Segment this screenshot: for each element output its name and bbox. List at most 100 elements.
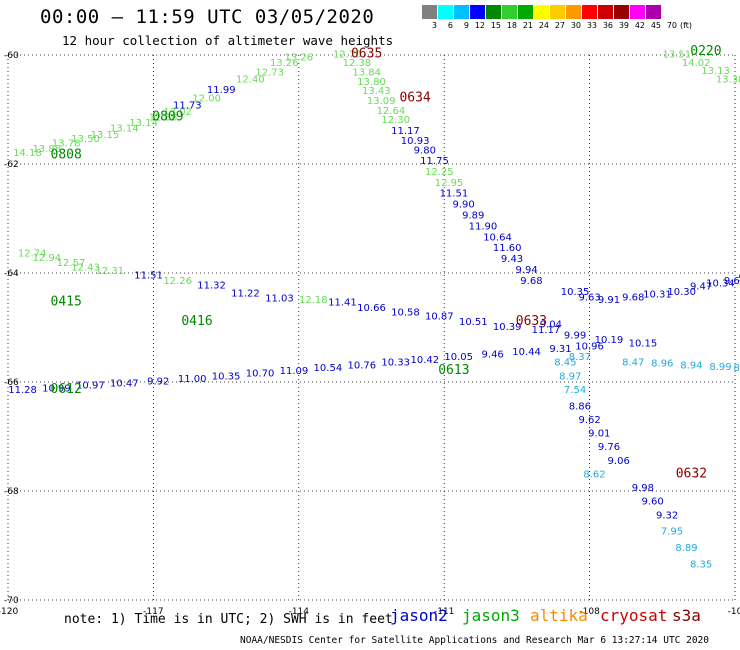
- data-point-label: 8.86: [569, 401, 591, 412]
- data-point-label: 10.54: [314, 363, 343, 374]
- data-point-label: 12.38: [343, 58, 372, 69]
- legend-item: cryosat: [600, 606, 668, 625]
- data-point-label: 8.35: [690, 559, 712, 570]
- legend-item: jason3: [462, 606, 520, 625]
- data-point-label: 9.31: [549, 344, 571, 355]
- data-point-label: 11.60: [493, 243, 522, 254]
- data-point-label: 13.43: [362, 86, 391, 97]
- color-swatch: [470, 5, 486, 19]
- data-point-label: 12.26: [163, 276, 192, 287]
- data-point-label: 9.76: [598, 442, 620, 453]
- data-point-label: 8.62: [583, 469, 605, 480]
- data-point-label: 7.54: [564, 385, 586, 396]
- color-scale-label: (ft): [680, 21, 693, 30]
- color-swatch: [518, 5, 534, 19]
- data-point-label: 10.87: [425, 311, 454, 322]
- data-point-label: 12.70: [333, 50, 362, 61]
- color-swatch: [454, 5, 470, 19]
- data-point-label: 11.32: [197, 280, 226, 291]
- y-tick-label: -70: [4, 596, 19, 606]
- legend-item: jason2: [390, 606, 448, 625]
- color-scale-label: 12: [474, 21, 485, 30]
- y-tick-label: -68: [4, 487, 19, 497]
- color-swatch: [534, 5, 550, 19]
- data-point-label: 12.40: [236, 74, 265, 85]
- pass-time-label: 0416: [181, 314, 212, 329]
- data-point-label: 14.02: [682, 58, 711, 69]
- color-scale-label: 45: [650, 21, 661, 30]
- y-tick-label: -66: [4, 378, 19, 388]
- data-point-label: 12.31: [95, 266, 124, 277]
- data-point-label: 13.51: [663, 50, 692, 61]
- legend-item: s3a: [672, 606, 701, 625]
- data-point-label: 9.60: [641, 497, 663, 508]
- x-tick-label: -120: [0, 607, 18, 617]
- data-point-label: 9.04: [540, 320, 562, 331]
- color-swatch: [598, 5, 614, 19]
- data-point-label: 13.13: [701, 66, 730, 77]
- data-point-label: 11.28: [8, 385, 37, 396]
- color-swatch: [566, 5, 582, 19]
- color-swatch: [422, 5, 438, 19]
- data-point-label: 9.90: [452, 200, 474, 211]
- legend-item: altika: [530, 606, 588, 625]
- pass-time-label: 0635: [351, 47, 382, 62]
- data-point-label: 9.91: [598, 295, 620, 306]
- data-point-label: 10.99: [42, 383, 71, 394]
- data-point-label: 9.43: [501, 254, 523, 265]
- color-swatch: [662, 5, 678, 19]
- data-point-label: 9.62: [578, 415, 600, 426]
- axes: -120 -117 -114 -111 -108 -10 -60 -62 -64 -66 -68 -7…: [0, 51, 740, 617]
- data-point-label: 10.47: [110, 378, 139, 389]
- pass-time-label: 0415: [51, 295, 82, 310]
- data-point-label: 13.78: [52, 139, 81, 150]
- data-point-label: 10.33: [381, 358, 410, 369]
- color-scale-label: 3: [431, 21, 437, 30]
- data-point-label: 13.15: [91, 130, 120, 141]
- color-swatch: [502, 5, 518, 19]
- data-point-label: 10.15: [629, 339, 658, 350]
- data-point-label: 11.75: [420, 156, 449, 167]
- data-point-label: 13.80: [357, 77, 386, 88]
- data-point-label: 14.18: [13, 148, 42, 159]
- data-point-label: 10.66: [357, 303, 386, 314]
- data-point-label: 10.19: [595, 335, 624, 346]
- data-point-label: 10.05: [444, 352, 473, 363]
- data-point-label: 11.03: [265, 293, 294, 304]
- color-scale-legend: 3 6 9 12 15 18 21 24 27 30 33 36 39 42 45 70 (ft): [422, 5, 698, 30]
- data-point-label: 8.99: [709, 362, 731, 373]
- color-swatch: [614, 5, 630, 19]
- color-scale-label: 33: [586, 21, 597, 30]
- color-scale-label: 15: [490, 21, 501, 30]
- data-point-label: 11.17: [532, 325, 561, 336]
- data-point-label: 9.46: [482, 349, 504, 360]
- data-point-label: 8.45: [554, 358, 576, 369]
- color-swatch: [550, 5, 566, 19]
- data-point-label: 9.80: [414, 146, 436, 157]
- data-point-label: 13.88: [32, 144, 61, 155]
- data-point-label: 12.00: [192, 93, 221, 104]
- color-swatch: [630, 5, 646, 19]
- color-swatch: [486, 5, 502, 19]
- color-swatch: [582, 5, 598, 19]
- data-point-label: 13.38: [716, 74, 740, 85]
- data-point-label: 8.89: [734, 363, 740, 374]
- pass-time-label: 0613: [438, 363, 469, 378]
- data-point-label: 10.35: [212, 371, 241, 382]
- y-tick-label: -64: [4, 269, 19, 279]
- data-point-label: 12.88: [149, 112, 178, 123]
- color-scale-labels: 3 6 9 12 15 18 21 24 27 30 33 36 39 42 45 70 (ft): [422, 21, 698, 30]
- data-point-label: 10.42: [410, 355, 439, 366]
- color-scale-label: 21: [522, 21, 533, 30]
- footnote: note: 1) Time is in UTC; 2) SWH is in fe…: [64, 612, 393, 627]
- x-tick-label: -117: [143, 607, 163, 617]
- data-point-label: 8.47: [622, 358, 644, 369]
- data-point-label: 10.34: [706, 279, 735, 290]
- data-point-label: 13.14: [110, 123, 139, 134]
- data-point-label: 11.51: [440, 189, 469, 200]
- data-point-label: 8.97: [559, 371, 581, 382]
- x-tick-label: -111: [434, 607, 454, 617]
- data-point-label: 12.30: [381, 115, 410, 126]
- data-point-label: 10.97: [76, 381, 105, 392]
